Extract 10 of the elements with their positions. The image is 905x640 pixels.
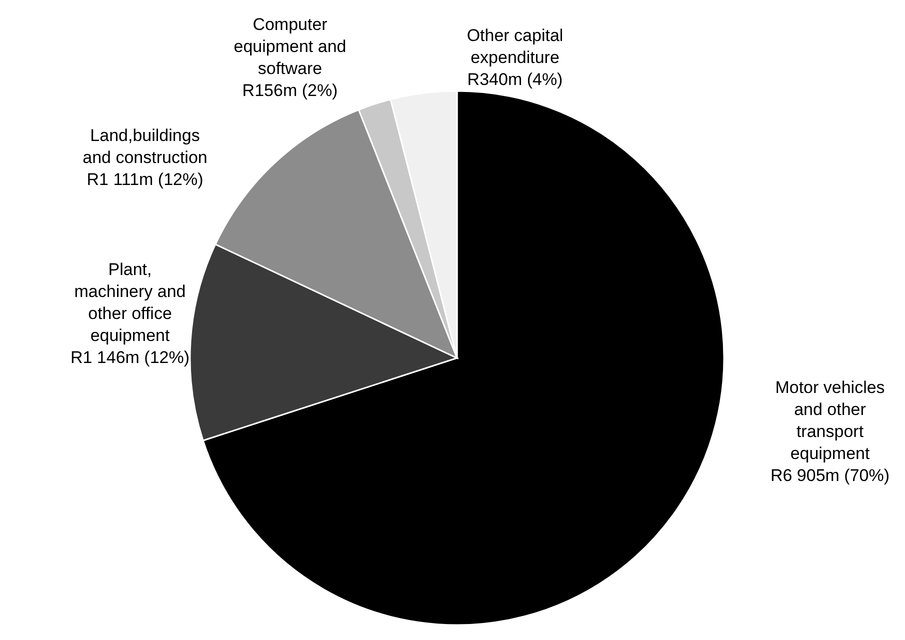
slice-label: Plant, machinery and other office equipment	[74, 260, 186, 345]
data-label: R156m (2%)	[242, 81, 338, 100]
slice-label: Computer equipment and software	[234, 15, 346, 78]
data-label: R340m (4%)	[467, 70, 563, 89]
data-label: R1 111m (12%)	[86, 170, 204, 189]
data-label: R1 146m (12%)	[70, 348, 190, 367]
slice-label: Other capital expenditure	[466, 26, 564, 67]
slice-label: Land,buildings and construction	[82, 126, 208, 167]
data-label: R6 905m (70%)	[770, 466, 890, 485]
slice-label: Motor vehicles and other transport equipment	[775, 378, 885, 463]
